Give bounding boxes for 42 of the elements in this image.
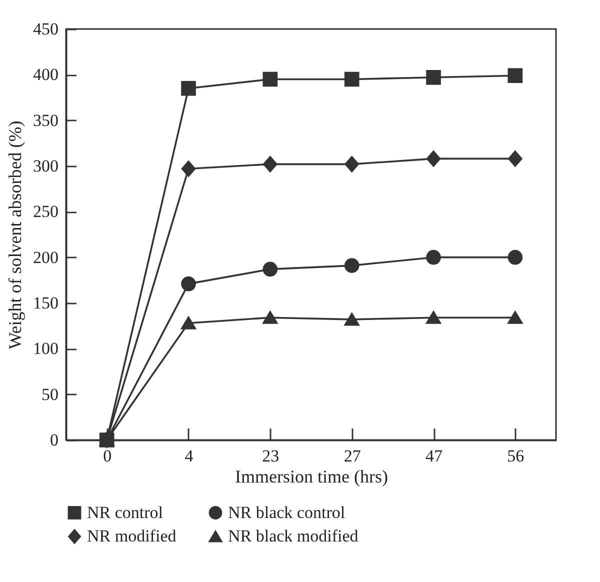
point bbox=[181, 160, 196, 178]
point bbox=[426, 70, 441, 85]
y-tick-label: 250 bbox=[33, 202, 58, 222]
x-axis-title: Immersion time (hrs) bbox=[235, 466, 388, 486]
point bbox=[426, 250, 441, 265]
y-tick-label: 300 bbox=[33, 156, 58, 176]
y-tick-label: 350 bbox=[33, 110, 58, 130]
point bbox=[181, 276, 196, 292]
y-tick-label: 150 bbox=[33, 294, 58, 312]
y-tick-label: 100 bbox=[33, 339, 58, 358]
point bbox=[344, 258, 360, 273]
point bbox=[262, 156, 278, 173]
point bbox=[344, 312, 360, 326]
legend-label: NR black modified bbox=[228, 526, 359, 546]
legend-label: NR black control bbox=[228, 502, 346, 522]
x-tick-label: 0 bbox=[103, 446, 112, 466]
x-tick-label: 23 bbox=[262, 446, 280, 466]
y-axis-title: Weight of solvent absorbed (%) bbox=[5, 120, 25, 350]
point bbox=[425, 310, 442, 324]
x-tick-label: 27 bbox=[344, 446, 362, 466]
point bbox=[180, 316, 197, 330]
x-tick-label: 56 bbox=[507, 446, 524, 466]
legend-label: NR modified bbox=[87, 526, 177, 546]
y-tick-label: 200 bbox=[33, 248, 58, 267]
point bbox=[262, 262, 278, 277]
point bbox=[507, 310, 524, 324]
x-tick-label: 4 bbox=[184, 446, 194, 466]
y-tick-label: 0 bbox=[50, 430, 58, 450]
point bbox=[344, 156, 360, 173]
point bbox=[181, 80, 196, 96]
point bbox=[262, 310, 278, 324]
y-tick-label: 400 bbox=[33, 65, 58, 84]
point bbox=[262, 72, 278, 87]
y-tick-label: 50 bbox=[42, 384, 58, 404]
point bbox=[344, 72, 360, 87]
x-tick-label: 47 bbox=[426, 446, 443, 466]
point bbox=[508, 68, 523, 83]
point bbox=[508, 150, 523, 168]
point bbox=[426, 150, 441, 168]
point bbox=[508, 250, 523, 265]
y-tick-label: 450 bbox=[33, 20, 58, 38]
legend-label: NR control bbox=[87, 502, 164, 522]
